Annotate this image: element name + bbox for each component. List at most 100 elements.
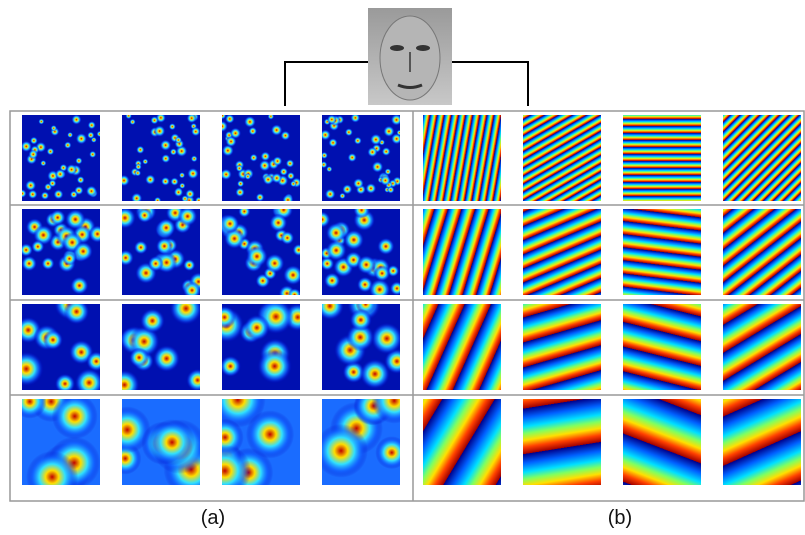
- blob: [161, 177, 170, 186]
- blob: [290, 181, 297, 188]
- blob: [148, 256, 164, 272]
- blob: [183, 259, 195, 271]
- blob: [40, 160, 46, 166]
- phase-tile: [623, 115, 701, 201]
- blob: [25, 180, 36, 191]
- blob: [230, 128, 241, 139]
- magnitude-tile: [209, 299, 312, 390]
- blob: [372, 161, 384, 173]
- blob: [161, 154, 170, 163]
- blob: [73, 242, 93, 262]
- blob: [89, 151, 96, 158]
- blob: [269, 214, 287, 232]
- blob: [221, 214, 240, 233]
- blob: [244, 116, 256, 128]
- blob: [50, 125, 56, 131]
- blob: [236, 165, 244, 173]
- blob: [225, 114, 235, 124]
- blob: [235, 188, 245, 198]
- phase-tile: [523, 399, 601, 485]
- blob: [53, 189, 63, 199]
- blob: [31, 240, 44, 253]
- blob: [179, 172, 185, 178]
- blob: [250, 154, 258, 162]
- blob: [43, 330, 63, 350]
- blob: [75, 157, 82, 164]
- phase-tile: [723, 209, 801, 295]
- blob: [86, 185, 97, 196]
- blob: [271, 124, 283, 136]
- blob: [160, 140, 171, 151]
- magnitude-tile: [9, 289, 106, 397]
- blob: [169, 123, 176, 130]
- blob: [66, 164, 77, 175]
- blob: [244, 173, 251, 180]
- phase-tile: [723, 399, 801, 485]
- blob: [52, 393, 98, 439]
- magnitude-tile: [13, 381, 101, 503]
- phase-tile: [623, 399, 701, 485]
- blob: [326, 240, 347, 261]
- blob: [154, 125, 166, 137]
- blob: [157, 218, 176, 237]
- blob: [28, 149, 38, 159]
- blob: [220, 356, 241, 377]
- phase-tile: [423, 115, 501, 201]
- blob: [41, 191, 50, 200]
- blob: [28, 190, 38, 200]
- blob: [129, 119, 135, 125]
- blob: [134, 240, 148, 254]
- blob: [354, 137, 362, 145]
- blob: [21, 256, 37, 272]
- blob: [257, 349, 292, 384]
- magnitude-tile: [217, 200, 305, 301]
- phase-tile: [623, 209, 701, 295]
- panel-label: (a): [201, 507, 225, 529]
- blob: [273, 156, 283, 166]
- blob: [87, 132, 94, 139]
- blob: [328, 138, 337, 147]
- blob: [246, 410, 294, 458]
- blob: [129, 348, 149, 368]
- blob: [175, 136, 182, 143]
- blob: [371, 323, 403, 355]
- magnitude-tile: [216, 112, 301, 206]
- blob: [67, 132, 73, 138]
- blob: [88, 121, 96, 129]
- blob: [280, 168, 288, 176]
- blob: [345, 128, 353, 136]
- blob: [237, 180, 244, 187]
- blob: [342, 184, 352, 194]
- phase-tile: [723, 304, 801, 390]
- blob: [259, 160, 271, 172]
- phase-tile: [423, 209, 501, 295]
- phase-tile: [423, 304, 501, 390]
- blob: [65, 209, 86, 230]
- blob: [64, 141, 72, 149]
- blob: [384, 168, 391, 175]
- blob: [38, 119, 44, 125]
- blob: [256, 193, 265, 202]
- blob: [135, 163, 142, 170]
- blob: [249, 127, 258, 136]
- blob: [286, 159, 295, 168]
- phase-tile: [423, 399, 501, 485]
- magnitude-tile: [118, 112, 203, 206]
- magnitude-tile: [18, 115, 103, 201]
- blob: [170, 177, 179, 186]
- blob: [387, 186, 395, 194]
- blob: [367, 147, 377, 157]
- blob: [70, 190, 78, 198]
- blob: [370, 134, 382, 146]
- blob: [380, 175, 391, 186]
- blob: [149, 419, 195, 465]
- blob: [174, 187, 184, 197]
- blob: [142, 159, 148, 165]
- phase-tile: [523, 209, 601, 295]
- blob: [326, 166, 332, 172]
- blob: [47, 148, 55, 156]
- phase-tile: [723, 115, 801, 201]
- blob: [281, 131, 291, 141]
- blob: [50, 210, 66, 226]
- blob: [76, 133, 87, 144]
